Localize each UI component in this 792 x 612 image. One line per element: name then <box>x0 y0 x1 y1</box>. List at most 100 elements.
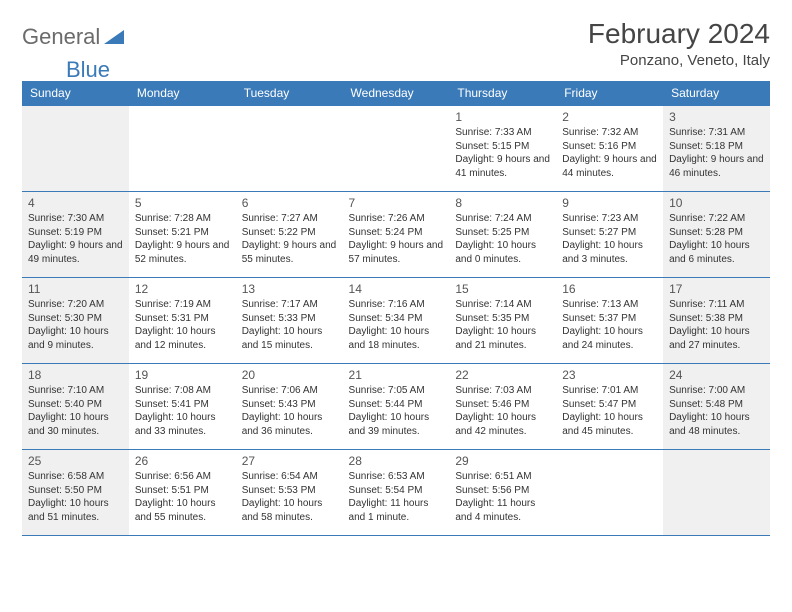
sunset-line: Sunset: 5:43 PM <box>242 398 337 412</box>
day-number: 11 <box>28 282 123 296</box>
day-number: 19 <box>135 368 230 382</box>
sunrise-line: Sunrise: 6:53 AM <box>349 470 444 484</box>
daylight-line: Daylight: 10 hours and 3 minutes. <box>562 239 657 266</box>
sunrise-line: Sunrise: 7:24 AM <box>455 212 550 226</box>
sunset-line: Sunset: 5:48 PM <box>669 398 764 412</box>
daylight-line: Daylight: 9 hours and 57 minutes. <box>349 239 444 266</box>
day-number: 27 <box>242 454 337 468</box>
daylight-line: Daylight: 10 hours and 30 minutes. <box>28 411 123 438</box>
week-row: 11Sunrise: 7:20 AMSunset: 5:30 PMDayligh… <box>22 278 770 364</box>
sunrise-line: Sunrise: 7:08 AM <box>135 384 230 398</box>
daylight-line: Daylight: 10 hours and 39 minutes. <box>349 411 444 438</box>
day-number: 16 <box>562 282 657 296</box>
logo-text-general: General <box>22 24 100 50</box>
sunset-line: Sunset: 5:24 PM <box>349 226 444 240</box>
sunset-line: Sunset: 5:33 PM <box>242 312 337 326</box>
sunrise-line: Sunrise: 7:01 AM <box>562 384 657 398</box>
logo-triangle-icon <box>104 26 124 49</box>
sunset-line: Sunset: 5:16 PM <box>562 140 657 154</box>
daylight-line: Daylight: 10 hours and 42 minutes. <box>455 411 550 438</box>
day-number: 1 <box>455 110 550 124</box>
day-cell: 15Sunrise: 7:14 AMSunset: 5:35 PMDayligh… <box>449 278 556 364</box>
day-number: 8 <box>455 196 550 210</box>
title-block: February 2024 Ponzano, Veneto, Italy <box>588 18 770 69</box>
sunrise-line: Sunrise: 7:13 AM <box>562 298 657 312</box>
sunrise-line: Sunrise: 7:17 AM <box>242 298 337 312</box>
day-cell: 26Sunrise: 6:56 AMSunset: 5:51 PMDayligh… <box>129 450 236 536</box>
day-header: Sunday <box>22 81 129 106</box>
sunrise-line: Sunrise: 6:58 AM <box>28 470 123 484</box>
day-cell: 10Sunrise: 7:22 AMSunset: 5:28 PMDayligh… <box>663 192 770 278</box>
sunset-line: Sunset: 5:38 PM <box>669 312 764 326</box>
day-number: 29 <box>455 454 550 468</box>
day-header-row: SundayMondayTuesdayWednesdayThursdayFrid… <box>22 81 770 106</box>
sunrise-line: Sunrise: 7:22 AM <box>669 212 764 226</box>
sunset-line: Sunset: 5:19 PM <box>28 226 123 240</box>
day-number: 23 <box>562 368 657 382</box>
day-number: 3 <box>669 110 764 124</box>
week-row: 18Sunrise: 7:10 AMSunset: 5:40 PMDayligh… <box>22 364 770 450</box>
day-cell: 17Sunrise: 7:11 AMSunset: 5:38 PMDayligh… <box>663 278 770 364</box>
daylight-line: Daylight: 9 hours and 44 minutes. <box>562 153 657 180</box>
day-number: 7 <box>349 196 444 210</box>
day-header: Monday <box>129 81 236 106</box>
sunset-line: Sunset: 5:56 PM <box>455 484 550 498</box>
day-cell: 21Sunrise: 7:05 AMSunset: 5:44 PMDayligh… <box>343 364 450 450</box>
sunrise-line: Sunrise: 7:26 AM <box>349 212 444 226</box>
daylight-line: Daylight: 9 hours and 46 minutes. <box>669 153 764 180</box>
day-header: Wednesday <box>343 81 450 106</box>
day-cell <box>236 106 343 192</box>
sunset-line: Sunset: 5:27 PM <box>562 226 657 240</box>
month-title: February 2024 <box>588 18 770 50</box>
daylight-line: Daylight: 10 hours and 12 minutes. <box>135 325 230 352</box>
sunrise-line: Sunrise: 7:27 AM <box>242 212 337 226</box>
day-number: 15 <box>455 282 550 296</box>
daylight-line: Daylight: 10 hours and 9 minutes. <box>28 325 123 352</box>
day-header: Saturday <box>663 81 770 106</box>
sunrise-line: Sunrise: 7:06 AM <box>242 384 337 398</box>
sunrise-line: Sunrise: 7:16 AM <box>349 298 444 312</box>
sunrise-line: Sunrise: 7:05 AM <box>349 384 444 398</box>
week-row: 4Sunrise: 7:30 AMSunset: 5:19 PMDaylight… <box>22 192 770 278</box>
daylight-line: Daylight: 9 hours and 49 minutes. <box>28 239 123 266</box>
daylight-line: Daylight: 10 hours and 51 minutes. <box>28 497 123 524</box>
header: General February 2024 Ponzano, Veneto, I… <box>22 18 770 69</box>
location-text: Ponzano, Veneto, Italy <box>588 52 770 69</box>
day-header: Friday <box>556 81 663 106</box>
day-number: 4 <box>28 196 123 210</box>
day-number: 9 <box>562 196 657 210</box>
day-header: Tuesday <box>236 81 343 106</box>
sunset-line: Sunset: 5:21 PM <box>135 226 230 240</box>
daylight-line: Daylight: 10 hours and 6 minutes. <box>669 239 764 266</box>
day-number: 18 <box>28 368 123 382</box>
day-cell: 14Sunrise: 7:16 AMSunset: 5:34 PMDayligh… <box>343 278 450 364</box>
daylight-line: Daylight: 11 hours and 4 minutes. <box>455 497 550 524</box>
sunset-line: Sunset: 5:44 PM <box>349 398 444 412</box>
day-cell: 20Sunrise: 7:06 AMSunset: 5:43 PMDayligh… <box>236 364 343 450</box>
sunrise-line: Sunrise: 7:32 AM <box>562 126 657 140</box>
day-cell: 11Sunrise: 7:20 AMSunset: 5:30 PMDayligh… <box>22 278 129 364</box>
day-number: 25 <box>28 454 123 468</box>
sunrise-line: Sunrise: 7:31 AM <box>669 126 764 140</box>
day-number: 26 <box>135 454 230 468</box>
sunset-line: Sunset: 5:15 PM <box>455 140 550 154</box>
day-number: 6 <box>242 196 337 210</box>
sunrise-line: Sunrise: 7:00 AM <box>669 384 764 398</box>
daylight-line: Daylight: 10 hours and 0 minutes. <box>455 239 550 266</box>
sunset-line: Sunset: 5:18 PM <box>669 140 764 154</box>
daylight-line: Daylight: 10 hours and 33 minutes. <box>135 411 230 438</box>
day-cell: 22Sunrise: 7:03 AMSunset: 5:46 PMDayligh… <box>449 364 556 450</box>
sunrise-line: Sunrise: 6:56 AM <box>135 470 230 484</box>
daylight-line: Daylight: 9 hours and 41 minutes. <box>455 153 550 180</box>
day-cell: 5Sunrise: 7:28 AMSunset: 5:21 PMDaylight… <box>129 192 236 278</box>
day-cell: 24Sunrise: 7:00 AMSunset: 5:48 PMDayligh… <box>663 364 770 450</box>
day-cell: 23Sunrise: 7:01 AMSunset: 5:47 PMDayligh… <box>556 364 663 450</box>
daylight-line: Daylight: 10 hours and 18 minutes. <box>349 325 444 352</box>
day-cell: 19Sunrise: 7:08 AMSunset: 5:41 PMDayligh… <box>129 364 236 450</box>
calendar-table: SundayMondayTuesdayWednesdayThursdayFrid… <box>22 81 770 536</box>
daylight-line: Daylight: 11 hours and 1 minute. <box>349 497 444 524</box>
week-row: 25Sunrise: 6:58 AMSunset: 5:50 PMDayligh… <box>22 450 770 536</box>
sunset-line: Sunset: 5:54 PM <box>349 484 444 498</box>
day-cell: 27Sunrise: 6:54 AMSunset: 5:53 PMDayligh… <box>236 450 343 536</box>
day-number: 12 <box>135 282 230 296</box>
